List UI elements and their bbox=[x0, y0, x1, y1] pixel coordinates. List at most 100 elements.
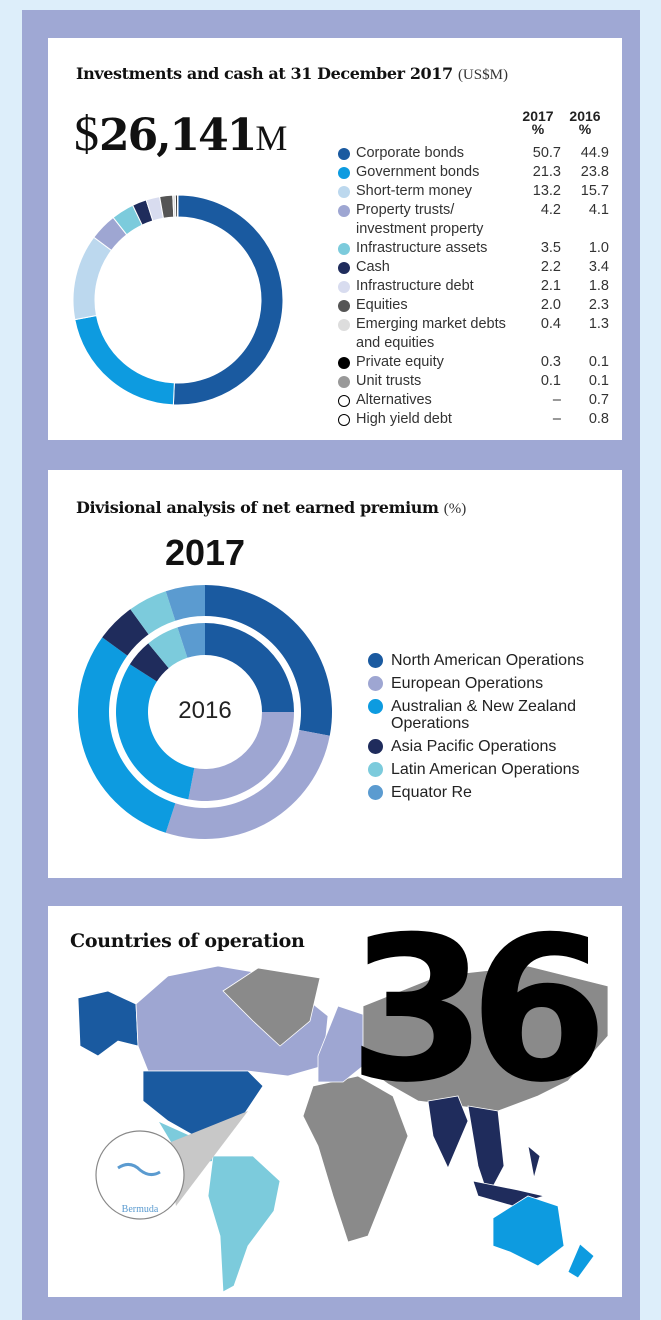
region bbox=[77, 990, 139, 1057]
legend-swatch bbox=[338, 261, 350, 274]
category-label: High yield debt bbox=[356, 411, 452, 427]
legend-swatch bbox=[338, 394, 350, 407]
legend-swatch bbox=[338, 204, 350, 217]
table-row: Government bonds 21.3 23.8 bbox=[338, 163, 618, 182]
value-2016: 3.4 bbox=[588, 259, 609, 275]
panel-title: Divisional analysis of net earned premiu… bbox=[76, 498, 466, 518]
inset-island bbox=[117, 1163, 161, 1177]
donut-segment bbox=[165, 585, 205, 621]
category-label: Corporate bonds bbox=[356, 145, 465, 161]
panel-title: Investments and cash at 31 December 2017… bbox=[76, 64, 508, 84]
donut-chart bbox=[72, 194, 284, 406]
investments-panel: Investments and cash at 31 December 2017… bbox=[48, 38, 622, 440]
inset-pointer bbox=[166, 1111, 248, 1206]
donut-segment bbox=[165, 729, 330, 839]
category-label: Private equity bbox=[356, 354, 444, 370]
category-label: Unit trusts bbox=[356, 373, 422, 389]
region bbox=[467, 1105, 505, 1198]
value-2016: 1.3 bbox=[588, 316, 609, 332]
table-row: Alternatives – 0.7 bbox=[338, 391, 618, 410]
category-label: Emerging market debts and equities bbox=[356, 316, 506, 351]
header-year: 2016 bbox=[569, 108, 601, 124]
legend-label: North American Operations bbox=[391, 652, 584, 669]
donut-segment bbox=[72, 236, 113, 321]
inset-label: Bermuda bbox=[121, 1204, 159, 1215]
legend-item: Australian & New Zealand Operations bbox=[368, 698, 618, 732]
value-2017: 0.4 bbox=[540, 316, 561, 332]
column-header: 2017% bbox=[515, 108, 561, 137]
value-2017: – bbox=[552, 392, 561, 408]
panel-title: Countries of operation bbox=[70, 930, 305, 952]
total-value: 26,141 bbox=[99, 110, 257, 161]
value-2017: – bbox=[552, 411, 561, 427]
legend-label: Equator Re bbox=[391, 784, 472, 801]
world-map bbox=[77, 965, 609, 1293]
legend: North American Operations European Operat… bbox=[368, 652, 618, 807]
legend-swatch bbox=[368, 739, 383, 754]
legend-swatch bbox=[368, 676, 383, 691]
table-row: Emerging market debts and equities 0.4 1.3 bbox=[338, 315, 618, 353]
legend-swatch bbox=[338, 242, 350, 255]
inset-circle bbox=[95, 1130, 185, 1220]
title: Divisional analysis of net earned premiu… bbox=[76, 498, 439, 517]
value-2016: 4.1 bbox=[588, 202, 609, 218]
donut-segment bbox=[115, 664, 195, 800]
value-2016: 0.1 bbox=[588, 354, 609, 370]
legend-swatch bbox=[338, 356, 350, 369]
legend-swatch bbox=[338, 413, 350, 426]
value-2017: 50.7 bbox=[532, 145, 561, 161]
title-unit: (%) bbox=[443, 501, 467, 517]
donut-segment bbox=[188, 712, 294, 801]
donut-segment bbox=[130, 591, 176, 635]
value-2016: 15.7 bbox=[580, 183, 609, 199]
table-row: Corporate bonds 50.7 44.9 bbox=[338, 144, 618, 163]
legend-item: Latin American Operations bbox=[368, 761, 618, 778]
legend-swatch bbox=[338, 166, 350, 179]
outer-ring-label: 2017 bbox=[164, 532, 246, 573]
table-row: Cash 2.2 3.4 bbox=[338, 258, 618, 277]
value-2017: 13.2 bbox=[532, 183, 561, 199]
value-2016: 44.9 bbox=[580, 145, 609, 161]
legend-swatch bbox=[338, 375, 350, 388]
table-row: Unit trusts 0.1 0.1 bbox=[338, 372, 618, 391]
legend-item: Equator Re bbox=[368, 784, 618, 801]
value-2016: 0.7 bbox=[588, 392, 609, 408]
value-2017: 21.3 bbox=[532, 164, 561, 180]
total: $26,141M bbox=[74, 104, 287, 162]
table-row: Infrastructure assets 3.5 1.0 bbox=[338, 239, 618, 258]
region bbox=[527, 1144, 541, 1179]
legend-swatch bbox=[368, 785, 383, 800]
value-2017: 4.2 bbox=[540, 202, 561, 218]
category-label: Equities bbox=[356, 297, 408, 313]
header-unit: % bbox=[578, 121, 592, 137]
value-2016: 1.8 bbox=[588, 278, 609, 294]
legend-label: Latin American Operations bbox=[391, 761, 580, 778]
value-2017: 2.1 bbox=[540, 278, 561, 294]
column-header: 2016% bbox=[562, 108, 608, 137]
country-count: 36 bbox=[348, 906, 608, 1127]
header-unit: % bbox=[531, 121, 545, 137]
region bbox=[567, 1243, 595, 1279]
value-2017: 2.2 bbox=[540, 259, 561, 275]
legend-item: Asia Pacific Operations bbox=[368, 738, 618, 755]
donut-segment bbox=[172, 194, 284, 406]
legend-swatch bbox=[338, 318, 350, 331]
donut-segment bbox=[205, 623, 294, 712]
legend-item: North American Operations bbox=[368, 652, 618, 669]
category-label: Infrastructure debt bbox=[356, 278, 474, 294]
region bbox=[207, 1155, 281, 1293]
table-row: Infrastructure debt 2.1 1.8 bbox=[338, 277, 618, 296]
value-2017: 0.1 bbox=[540, 373, 561, 389]
category-label: Alternatives bbox=[356, 392, 432, 408]
value-2016: 0.1 bbox=[588, 373, 609, 389]
category-label: Infrastructure assets bbox=[356, 240, 488, 256]
legend-swatch bbox=[338, 299, 350, 312]
value-2017: 0.3 bbox=[540, 354, 561, 370]
legend-swatch bbox=[368, 699, 383, 714]
table-row: High yield debt – 0.8 bbox=[338, 410, 618, 429]
legend-swatch bbox=[368, 653, 383, 668]
legend-swatch bbox=[338, 147, 350, 160]
header-year: 2017 bbox=[522, 108, 554, 124]
donut-segment bbox=[77, 637, 176, 833]
donut-segment bbox=[177, 623, 205, 658]
